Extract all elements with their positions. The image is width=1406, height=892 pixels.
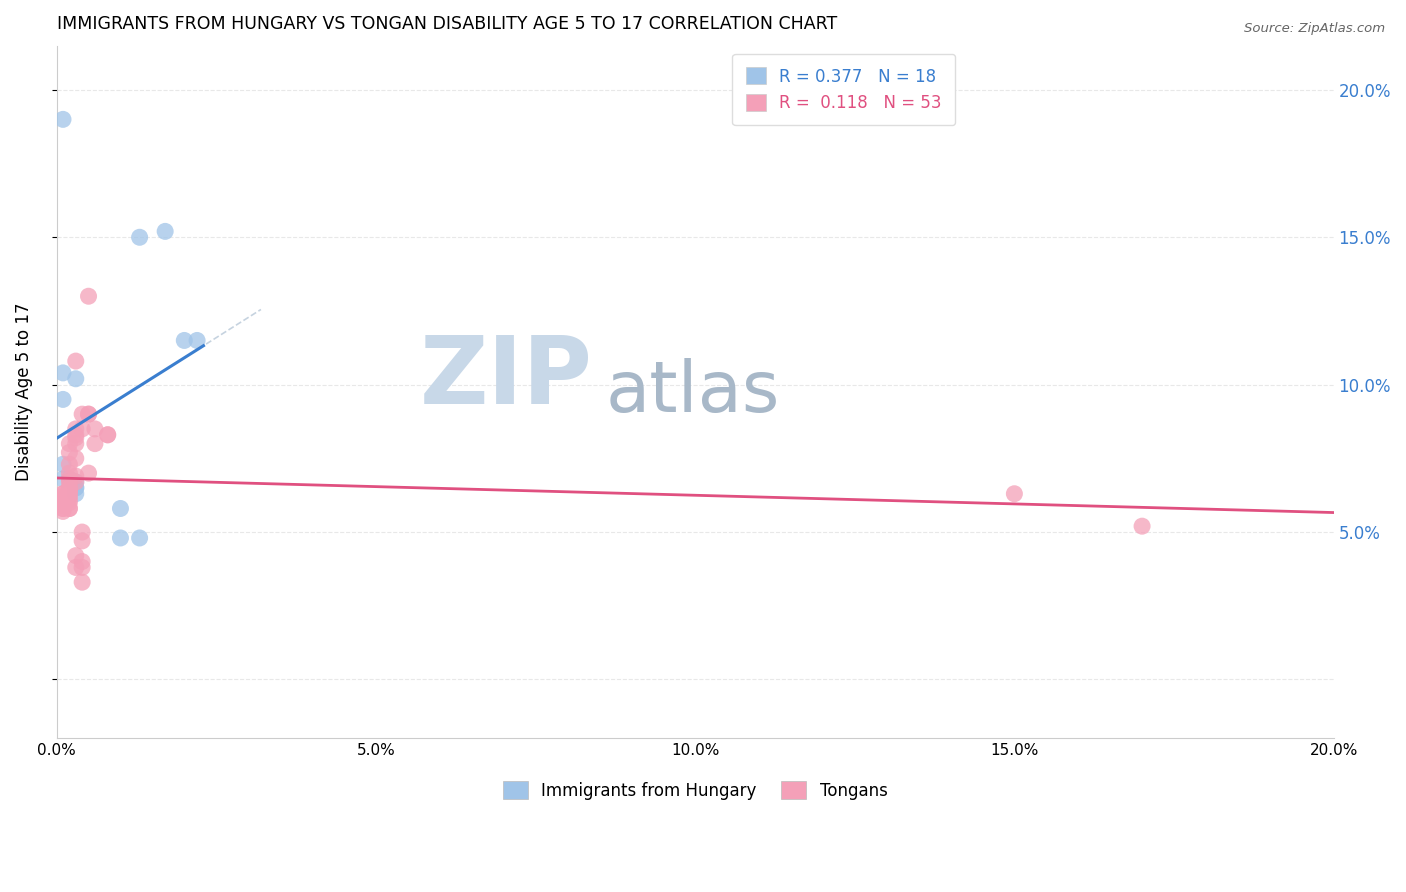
Point xyxy=(70,524,93,539)
Point xyxy=(52,501,75,516)
Point xyxy=(58,481,80,495)
Point xyxy=(65,487,87,501)
Point xyxy=(65,451,87,466)
Point xyxy=(77,289,100,303)
Point xyxy=(77,466,100,480)
Point xyxy=(65,422,87,436)
Point xyxy=(65,354,87,368)
Point xyxy=(84,436,107,450)
Point xyxy=(70,560,93,574)
Point xyxy=(186,334,208,348)
Point xyxy=(70,407,93,421)
Point xyxy=(52,501,75,516)
Point xyxy=(58,472,80,486)
Point xyxy=(65,469,87,483)
Point xyxy=(58,483,80,498)
Point xyxy=(58,490,80,504)
Text: ZIP: ZIP xyxy=(420,332,593,425)
Point xyxy=(70,575,93,590)
Point xyxy=(52,457,75,471)
Text: atlas: atlas xyxy=(606,358,780,426)
Point xyxy=(97,427,120,442)
Point xyxy=(58,483,80,498)
Point xyxy=(1130,519,1153,533)
Point xyxy=(58,501,80,516)
Point xyxy=(58,501,80,516)
Point xyxy=(128,531,150,545)
Point xyxy=(52,392,75,407)
Point xyxy=(65,475,87,489)
Point xyxy=(65,431,87,445)
Point xyxy=(1002,487,1025,501)
Point xyxy=(65,481,87,495)
Point xyxy=(52,487,75,501)
Point xyxy=(52,492,75,507)
Point xyxy=(97,427,120,442)
Point xyxy=(65,481,87,495)
Point xyxy=(58,475,80,489)
Point xyxy=(84,422,107,436)
Point xyxy=(128,230,150,244)
Text: IMMIGRANTS FROM HUNGARY VS TONGAN DISABILITY AGE 5 TO 17 CORRELATION CHART: IMMIGRANTS FROM HUNGARY VS TONGAN DISABI… xyxy=(56,15,837,33)
Point xyxy=(153,224,176,238)
Point xyxy=(58,487,80,501)
Point xyxy=(110,531,132,545)
Point xyxy=(77,407,100,421)
Point xyxy=(173,334,195,348)
Point xyxy=(65,549,87,563)
Point xyxy=(58,466,80,480)
Point xyxy=(52,499,75,513)
Point xyxy=(52,490,75,504)
Point xyxy=(65,475,87,489)
Point xyxy=(58,472,80,486)
Point xyxy=(52,112,75,127)
Point xyxy=(58,445,80,459)
Point xyxy=(52,366,75,380)
Point xyxy=(52,472,75,486)
Point xyxy=(52,487,75,501)
Point xyxy=(52,504,75,518)
Point xyxy=(65,436,87,450)
Point xyxy=(58,436,80,450)
Point xyxy=(52,495,75,509)
Legend: Immigrants from Hungary, Tongans: Immigrants from Hungary, Tongans xyxy=(496,775,894,806)
Point xyxy=(65,427,87,442)
Point xyxy=(65,560,87,574)
Y-axis label: Disability Age 5 to 17: Disability Age 5 to 17 xyxy=(15,302,32,482)
Point xyxy=(58,457,80,471)
Point xyxy=(110,501,132,516)
Point xyxy=(58,495,80,509)
Point xyxy=(58,492,80,507)
Point xyxy=(52,492,75,507)
Point xyxy=(58,481,80,495)
Point xyxy=(70,422,93,436)
Point xyxy=(77,407,100,421)
Point xyxy=(70,555,93,569)
Point xyxy=(70,533,93,548)
Point xyxy=(65,372,87,386)
Text: Source: ZipAtlas.com: Source: ZipAtlas.com xyxy=(1244,22,1385,36)
